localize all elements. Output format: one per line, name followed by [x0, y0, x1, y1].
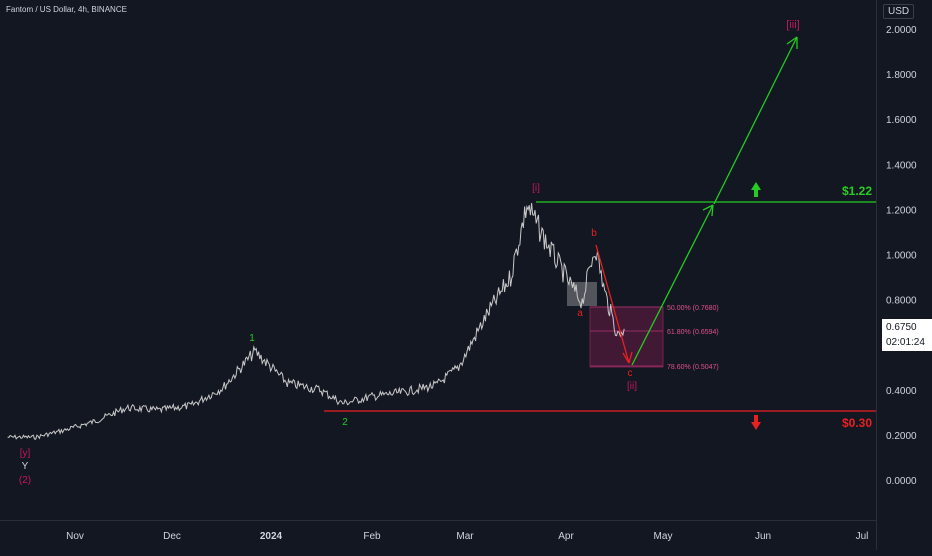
- wave-i-label: [i]: [532, 183, 540, 194]
- down-arrow-icon: [751, 415, 761, 430]
- wave-iii-label: [iii]: [786, 19, 799, 31]
- price-tick-label: 2.0000: [886, 25, 917, 36]
- target-down-label: $0.30: [842, 416, 872, 430]
- price-axis-ticks: 2.0000 1.8000 1.6000 1.4000 1.2000 1.0000 0.80…: [877, 0, 932, 550]
- wave-a-label: a: [577, 308, 583, 319]
- time-tick-label: Mar: [456, 531, 474, 542]
- price-tick-label: 1.2000: [886, 205, 917, 216]
- time-axis-ticks: Nov Dec 2024 Feb Mar Apr May Jun Jul: [0, 521, 876, 551]
- wave-2-paren-label: (2): [19, 475, 31, 486]
- price-tick-label: 0.8000: [886, 296, 917, 307]
- wave-2-label: 2: [342, 417, 348, 428]
- wave-1-label: 1: [249, 333, 255, 344]
- price-tick-label: 0.2000: [886, 431, 917, 442]
- time-tick-label: Jun: [755, 531, 771, 542]
- time-tick-label: Feb: [363, 531, 381, 542]
- price-axis[interactable]: 2.0000 1.8000 1.6000 1.4000 1.2000 1.0000 0.80…: [876, 0, 932, 550]
- wave-y-label: [y]: [20, 448, 31, 459]
- wave-Y-label: Y: [22, 461, 29, 472]
- price-tick-label: 1.4000: [886, 160, 917, 171]
- price-tick-label: 0.0000: [886, 476, 917, 487]
- price-tick-label: 1.8000: [886, 70, 917, 81]
- currency-button[interactable]: USD: [883, 4, 914, 19]
- time-tick-label: 2024: [260, 531, 283, 542]
- current-price: 0.6750: [886, 320, 932, 335]
- price-tick-label: 0.4000: [886, 386, 917, 397]
- time-tick-label: May: [654, 531, 673, 542]
- wave-b-label: b: [591, 228, 597, 239]
- price-series: [8, 203, 625, 439]
- wave-c-label: c: [628, 368, 633, 379]
- fib-50-label: 50.00% (0.7680): [667, 305, 719, 312]
- price-line: [8, 203, 625, 439]
- up-arrow-icon: [751, 182, 761, 197]
- current-price-tag: 0.6750 02:01:24: [882, 319, 932, 351]
- price-chart[interactable]: $1.22 $0.30 [y] Y (2) 1 2 [i] a b c [ii]…: [0, 0, 876, 520]
- time-tick-label: Jul: [856, 531, 869, 542]
- fib-786-label: 78.60% (0.5047): [667, 364, 719, 371]
- price-tick-label: 1.0000: [886, 251, 917, 262]
- time-tick-label: Apr: [558, 531, 574, 542]
- price-tick-label: 1.6000: [886, 115, 917, 126]
- time-tick-label: Nov: [66, 531, 84, 542]
- green-projection: [632, 37, 797, 365]
- chart-title: Fantom / US Dollar, 4h, BINANCE: [6, 5, 127, 14]
- time-axis[interactable]: Nov Dec 2024 Feb Mar Apr May Jun Jul: [0, 520, 876, 551]
- time-tick-label: Dec: [163, 531, 181, 542]
- target-up-label: $1.22: [842, 184, 872, 198]
- fib-618-label: 61.80% (0.6594): [667, 329, 719, 336]
- wave-ii-label: [ii]: [627, 381, 637, 392]
- bar-countdown: 02:01:24: [886, 335, 932, 350]
